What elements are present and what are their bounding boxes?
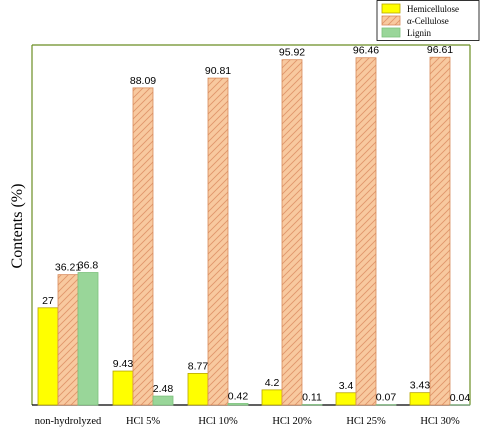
value-label: 95.92 — [279, 47, 305, 59]
value-label: 3.4 — [339, 380, 354, 392]
legend-swatch — [381, 3, 401, 14]
bar--cellulose-5 — [429, 56, 451, 406]
x-tick-label: non-hydrolyzed — [35, 416, 102, 427]
legend-swatch — [381, 27, 401, 38]
bar-hemicellulose-3 — [261, 389, 283, 406]
legend-label: Lignin — [407, 28, 431, 38]
bar-lignin-2 — [227, 403, 249, 406]
value-label: 3.43 — [410, 380, 431, 392]
bar--cellulose-1 — [132, 87, 154, 406]
value-label: 0.42 — [228, 390, 249, 402]
x-tick-label: HCl 5% — [126, 416, 160, 427]
bar--cellulose-4 — [355, 57, 377, 406]
bar-hemicellulose-2 — [187, 373, 209, 406]
value-label: 4.2 — [265, 377, 280, 389]
x-tick-label: HCl 20% — [272, 416, 312, 427]
bar-lignin-0 — [77, 272, 99, 406]
value-label: 88.09 — [130, 75, 156, 87]
x-tick-label: HCl 10% — [198, 416, 238, 427]
bar-hemicellulose-0 — [37, 307, 59, 406]
bar--cellulose-3 — [281, 59, 303, 406]
bar-hemicellulose-1 — [112, 370, 134, 406]
legend: Hemicellulose α-Cellulose Lignin — [376, 0, 480, 41]
value-label: 2.48 — [153, 383, 174, 395]
bar-hemicellulose-5 — [409, 392, 431, 406]
bar--cellulose-2 — [207, 77, 229, 406]
value-label: 36.8 — [78, 260, 99, 272]
x-tick-label: HCl 30% — [420, 416, 460, 427]
bar-hemicellulose-4 — [335, 392, 357, 406]
value-label: 0.11 — [302, 392, 322, 404]
bar--cellulose-0 — [57, 274, 79, 406]
value-label: 27 — [42, 295, 54, 307]
value-label: 96.46 — [353, 45, 379, 57]
legend-label: Hemicellulose — [407, 4, 459, 14]
x-tick-label: HCl 25% — [346, 416, 386, 427]
value-label: 96.61 — [427, 44, 453, 56]
legend-label: α-Cellulose — [407, 16, 449, 26]
value-label: 8.77 — [188, 360, 209, 372]
bar-lignin-1 — [152, 395, 174, 406]
legend-swatch — [381, 15, 401, 26]
value-label: 36.21 — [55, 262, 81, 274]
value-label: 0.04 — [450, 392, 471, 404]
value-label: 9.43 — [113, 358, 134, 370]
y-axis-title: Contents (%) — [9, 184, 26, 269]
value-label: 90.81 — [205, 65, 231, 77]
value-label: 0.07 — [376, 392, 397, 404]
